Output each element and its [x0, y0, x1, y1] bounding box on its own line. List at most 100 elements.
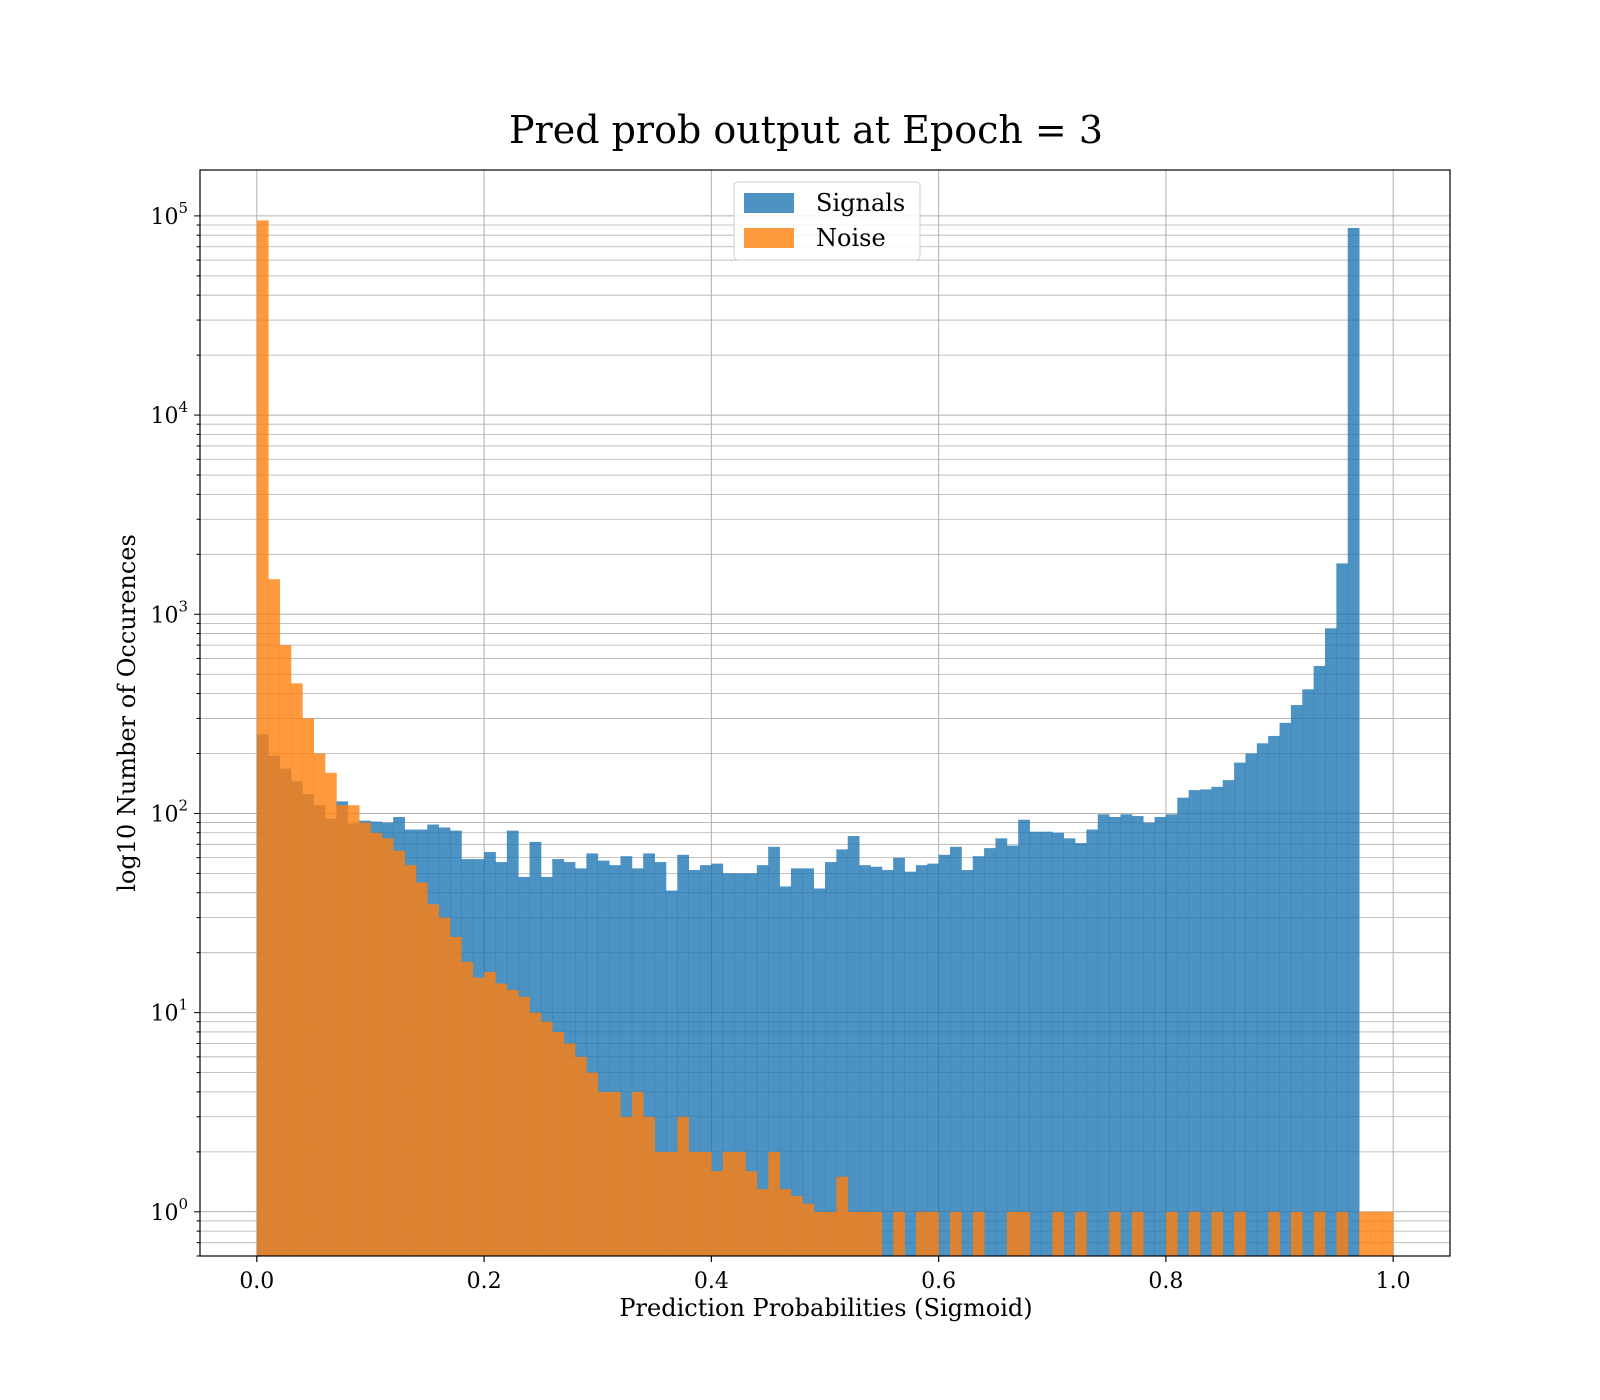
noise-bar — [563, 1043, 576, 1256]
noise-bar — [734, 1151, 746, 1256]
signals-bar — [597, 860, 610, 1256]
noise-bar — [665, 1151, 678, 1256]
signals-bar — [972, 856, 985, 1256]
signals-bar — [768, 846, 780, 1256]
noise-bar — [540, 1021, 553, 1256]
x-axis-ticks: 0.0 0.2 0.4 0.6 0.8 1.0 — [239, 1256, 1411, 1294]
signals-bar — [984, 848, 996, 1256]
noise-bar — [347, 805, 360, 1256]
noise-bar — [688, 1151, 701, 1256]
signals-bar — [1063, 838, 1076, 1256]
chart-title: Pred prob output at Epoch = 3 — [509, 108, 1103, 152]
noise-bar — [256, 220, 269, 1256]
signals-bar — [1120, 814, 1133, 1256]
noise-bar — [950, 1211, 962, 1256]
signals-bar — [813, 888, 826, 1256]
legend-label-noise: Noise — [816, 224, 886, 252]
signals-bar — [893, 857, 905, 1256]
signals-bar — [1109, 816, 1121, 1256]
signals-bar — [870, 866, 883, 1256]
signals-bar — [961, 870, 974, 1256]
y-tick-label: 103 — [150, 597, 188, 628]
signals-bar — [1075, 843, 1087, 1256]
noise-bar — [586, 1072, 599, 1256]
y-tick-label: 104 — [150, 398, 188, 429]
legend: Signals Noise — [733, 181, 921, 261]
legend-label-signals: Signals — [816, 189, 905, 217]
noise-bar — [1336, 1211, 1349, 1256]
noise-bar — [1359, 1211, 1371, 1256]
noise-bar — [631, 1091, 644, 1256]
signals-bar — [1336, 563, 1349, 1256]
noise-bar — [711, 1171, 724, 1256]
signals-bar — [1325, 628, 1337, 1256]
noise-bar — [313, 753, 326, 1256]
signals-bar — [904, 871, 917, 1256]
legend-swatch-noise — [744, 228, 794, 248]
noise-bar — [1290, 1211, 1303, 1256]
noise-bar — [836, 1176, 849, 1256]
y-tick-label: 102 — [150, 796, 188, 827]
noise-bar — [393, 850, 405, 1256]
noise-bar — [756, 1189, 769, 1256]
y-tick-label: 105 — [150, 199, 188, 230]
noise-bar — [506, 989, 519, 1256]
y-axis-label: log10 Number of Occurences — [113, 534, 141, 892]
signals-bar — [1256, 743, 1269, 1256]
x-tick-label: 0.0 — [239, 1269, 274, 1294]
noise-bar — [415, 882, 428, 1256]
signals-bar — [927, 863, 940, 1256]
signals-bar — [688, 870, 701, 1256]
signals-bar — [1234, 762, 1246, 1256]
noise-bar — [325, 772, 337, 1256]
noise-bar — [461, 961, 474, 1256]
noise-bar — [1075, 1211, 1087, 1256]
noise-bar — [1234, 1211, 1246, 1256]
signals-bar — [1029, 831, 1042, 1256]
noise-bar — [802, 1203, 815, 1256]
signals-bar — [1040, 831, 1053, 1256]
noise-bar — [745, 1171, 758, 1256]
signals-bar — [1097, 814, 1110, 1256]
signals-bar — [711, 863, 724, 1256]
signals-bar — [915, 865, 928, 1256]
signals-bar — [620, 856, 633, 1256]
noise-bar — [529, 1012, 542, 1256]
signals-bar — [950, 846, 962, 1256]
signals-bar — [1302, 689, 1315, 1256]
x-tick-label: 0.4 — [694, 1269, 729, 1294]
signals-bar — [790, 868, 803, 1256]
signals-bar — [836, 849, 849, 1256]
signals-bar — [1131, 816, 1144, 1256]
signals-bar — [1313, 665, 1326, 1256]
signals-bar — [881, 870, 894, 1256]
noise-bar — [870, 1211, 883, 1256]
noise-bar — [268, 579, 280, 1256]
plot-frame — [199, 169, 1451, 1257]
noise-bar — [779, 1189, 792, 1256]
signals-bar — [1143, 822, 1155, 1256]
noise-bar — [575, 1056, 587, 1256]
noise-bar — [370, 832, 383, 1256]
signals-bar — [1154, 816, 1167, 1256]
signals-bar — [1245, 753, 1258, 1256]
signals-bar — [1188, 790, 1201, 1256]
noise-bar — [1109, 1211, 1121, 1256]
signals-bar — [586, 853, 599, 1256]
noise-bar — [1313, 1211, 1326, 1256]
signals-bar — [1052, 832, 1065, 1256]
signals-bar — [1165, 814, 1178, 1256]
noise-bar — [552, 1031, 565, 1256]
noise-bars — [256, 220, 1394, 1256]
x-tick-label: 0.2 — [467, 1269, 502, 1294]
noise-bar — [1018, 1211, 1030, 1256]
y-tick-label: 101 — [150, 996, 188, 1027]
noise-bar — [813, 1211, 826, 1256]
signals-bar — [1006, 845, 1019, 1256]
noise-bar — [927, 1211, 940, 1256]
noise-bar — [597, 1091, 610, 1256]
signals-bar — [779, 886, 792, 1256]
noise-bar — [359, 822, 371, 1256]
signals-bar — [802, 868, 815, 1256]
